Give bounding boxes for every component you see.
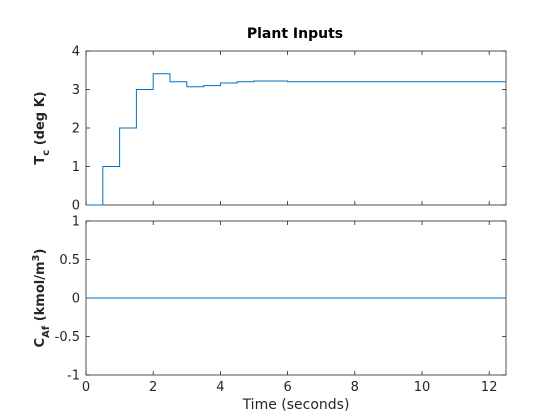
y-tick-label-2-2: 0: [72, 292, 80, 307]
series-line-1-1: [86, 73, 506, 206]
x-tick-label-2-0: 0: [82, 380, 90, 395]
y-tick-label-2-3: 0.5: [59, 253, 80, 268]
x-axis-label-2: Time (seconds): [242, 397, 350, 413]
y-tick-label-1-2: 2: [72, 122, 80, 137]
x-tick-label-2-6: 12: [481, 380, 498, 395]
y-tick-label-1-0: 0: [72, 199, 80, 214]
y-tick-label-1-4: 4: [72, 45, 80, 60]
x-tick-label-2-5: 10: [414, 380, 431, 395]
y-tick-label-1-3: 3: [72, 83, 80, 98]
x-tick-label-2-2: 4: [216, 380, 224, 395]
y-axis-label-1: Tc (deg K): [33, 91, 52, 164]
x-tick-label-2-3: 6: [283, 380, 291, 395]
chart-title: Plant Inputs: [247, 26, 343, 42]
y-tick-label-2-0: -1: [67, 369, 80, 384]
y-axis-label-2: CAf (kmol/m3): [31, 249, 52, 348]
y-tick-label-2-4: 1: [72, 215, 80, 230]
x-tick-label-2-1: 2: [149, 380, 157, 395]
y-tick-label-2-1: -0.5: [55, 330, 80, 345]
axes-1-box: [85, 50, 507, 206]
x-tick-label-2-4: 8: [351, 380, 359, 395]
y-tick-label-1-1: 1: [72, 160, 80, 175]
